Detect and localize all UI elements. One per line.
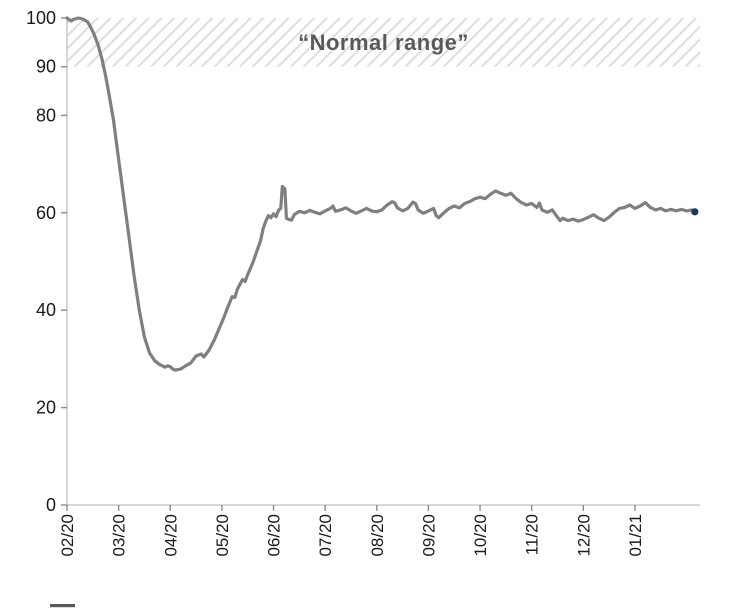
- x-tick-label: 03/20: [110, 514, 129, 557]
- y-tick-label: 40: [36, 300, 56, 320]
- x-tick-label: 12/20: [574, 514, 593, 557]
- x-tick-label: 05/20: [213, 514, 232, 557]
- x-tick-label: 10/20: [471, 514, 490, 557]
- y-tick-label: 0: [46, 495, 56, 515]
- x-tick-label: 02/20: [58, 514, 77, 557]
- x-tick-label: 06/20: [265, 514, 284, 557]
- y-tick-label: 100: [26, 8, 56, 28]
- y-tick-label: 80: [36, 105, 56, 125]
- x-tick-label: 08/20: [368, 514, 387, 557]
- endpoint-marker: [691, 208, 699, 216]
- y-tick-label: 60: [36, 203, 56, 223]
- y-tick-label: 90: [36, 57, 56, 77]
- y-tick-label: 20: [36, 398, 56, 418]
- x-tick-label: 01/21: [626, 514, 645, 557]
- legend-fragment-line: [50, 604, 75, 608]
- normal-range-band: [67, 18, 700, 67]
- data-line: [65, 16, 697, 372]
- x-tick-label: 07/20: [316, 514, 335, 557]
- x-tick-label: 11/20: [523, 514, 542, 555]
- x-tick-label: 04/20: [161, 514, 180, 557]
- x-tick-label: 09/20: [419, 514, 438, 557]
